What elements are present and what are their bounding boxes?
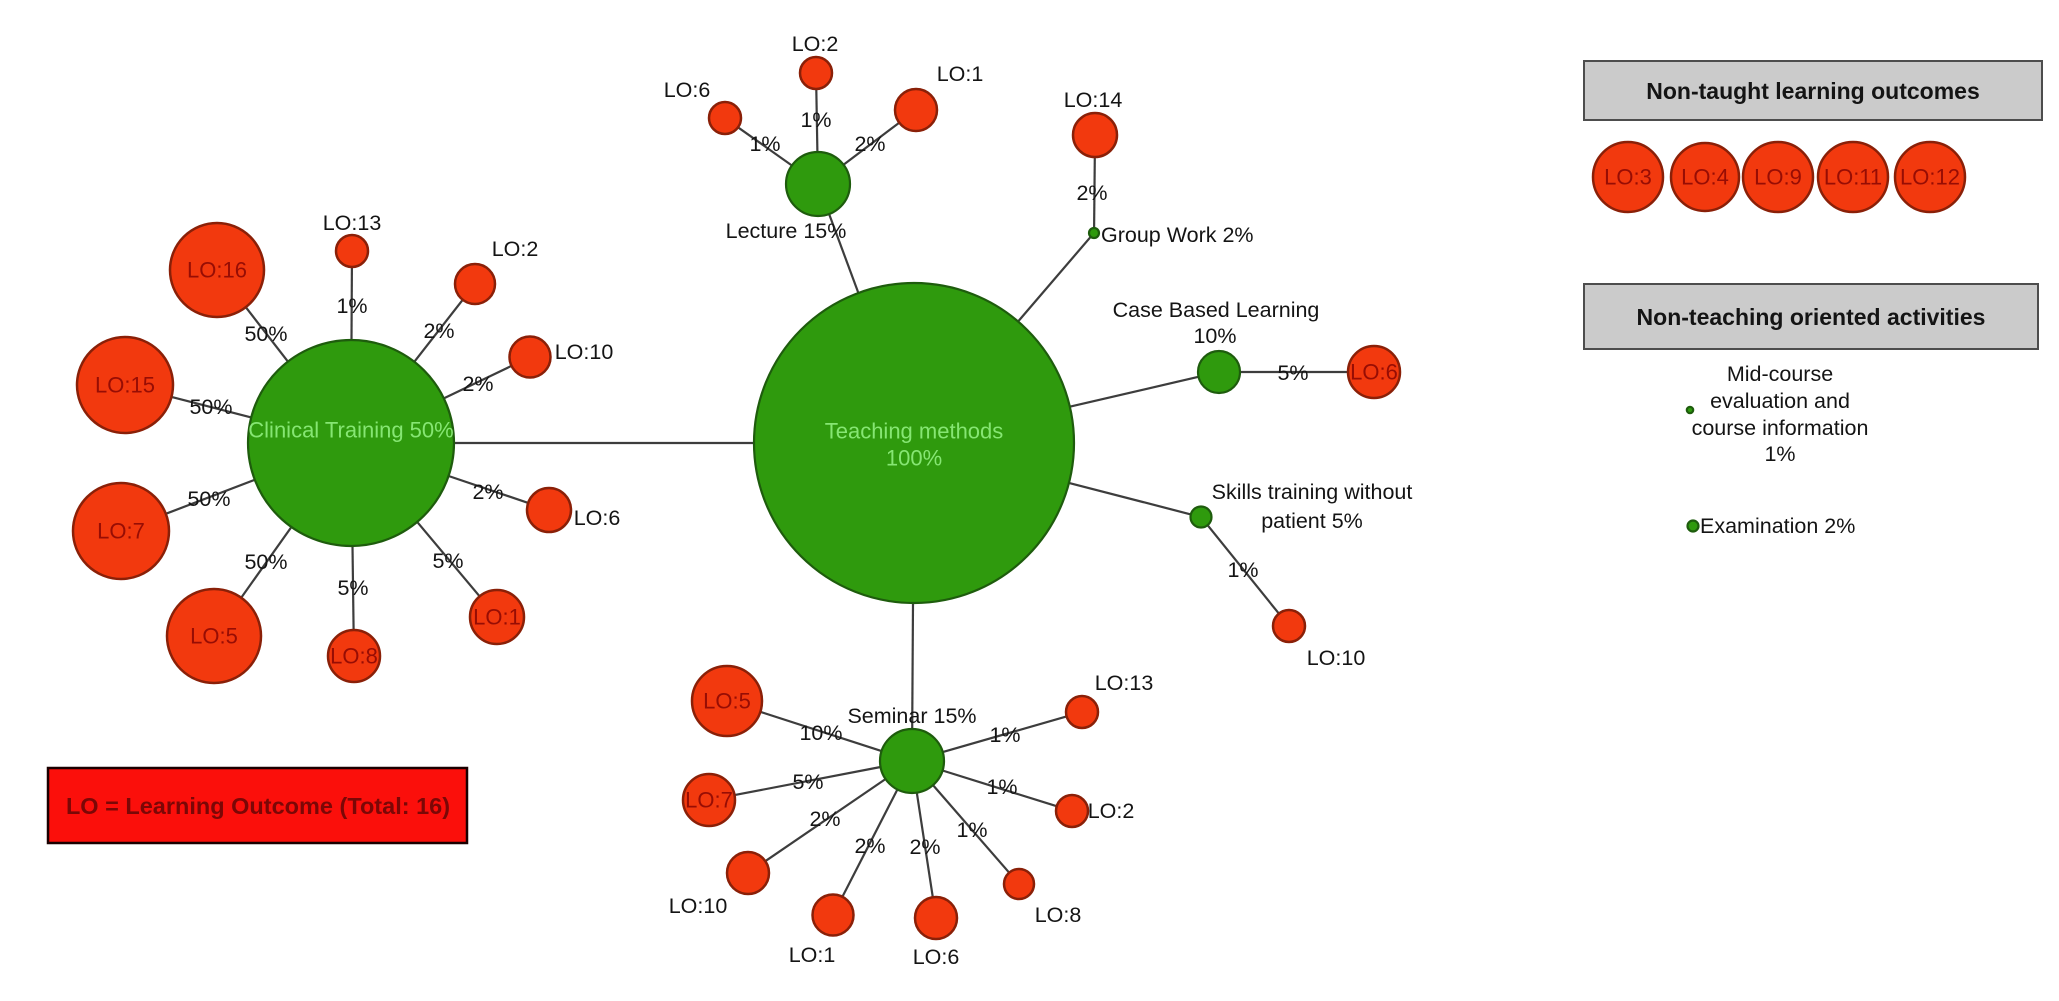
svg-text:1%: 1% [800, 108, 831, 132]
svg-text:LO:2: LO:2 [492, 237, 539, 261]
svg-text:LO:10: LO:10 [1307, 646, 1366, 670]
svg-text:Case Based Learning: Case Based Learning [1113, 298, 1320, 322]
svg-text:LO:8: LO:8 [1035, 903, 1082, 927]
svg-text:1%: 1% [1764, 442, 1795, 466]
svg-text:1%: 1% [1227, 558, 1258, 582]
svg-text:2%: 2% [472, 480, 503, 504]
svg-text:LO:7: LO:7 [97, 519, 145, 544]
svg-text:50%: 50% [187, 487, 230, 511]
svg-text:50%: 50% [244, 322, 287, 346]
svg-text:evaluation and: evaluation and [1710, 389, 1850, 413]
svg-text:LO:2: LO:2 [792, 32, 839, 56]
svg-text:LO:6: LO:6 [664, 78, 711, 102]
svg-text:Lecture 15%: Lecture 15% [726, 219, 847, 243]
svg-text:2%: 2% [809, 807, 840, 831]
svg-text:LO:15: LO:15 [95, 373, 155, 398]
svg-text:LO:4: LO:4 [1681, 165, 1729, 190]
svg-text:5%: 5% [1277, 361, 1308, 385]
svg-text:LO:2: LO:2 [1088, 799, 1135, 823]
svg-text:5%: 5% [337, 576, 368, 600]
svg-text:50%: 50% [244, 550, 287, 574]
svg-text:patient 5%: patient 5% [1261, 509, 1363, 533]
svg-text:LO:1: LO:1 [789, 943, 836, 967]
svg-text:LO:14: LO:14 [1064, 88, 1123, 112]
svg-text:1%: 1% [989, 723, 1020, 747]
svg-text:LO:11: LO:11 [1824, 165, 1882, 190]
svg-text:LO:1: LO:1 [473, 605, 521, 630]
svg-text:LO:1: LO:1 [937, 62, 984, 86]
svg-text:2%: 2% [854, 834, 885, 858]
svg-text:LO:10: LO:10 [669, 894, 728, 918]
svg-text:2%: 2% [854, 132, 885, 156]
svg-text:LO:3: LO:3 [1604, 165, 1652, 190]
svg-text:LO:7: LO:7 [685, 788, 733, 813]
svg-text:5%: 5% [432, 549, 463, 573]
svg-text:Skills training without: Skills training without [1212, 480, 1413, 504]
svg-text:1%: 1% [749, 132, 780, 156]
svg-text:1%: 1% [986, 775, 1017, 799]
svg-text:10%: 10% [799, 721, 842, 745]
svg-text:Teaching methods: Teaching methods [825, 419, 1004, 444]
svg-text:Non-taught learning outcomes: Non-taught learning outcomes [1646, 78, 1980, 104]
svg-text:2%: 2% [462, 372, 493, 396]
svg-text:LO:9: LO:9 [1754, 165, 1802, 190]
svg-text:LO:5: LO:5 [190, 624, 238, 649]
svg-text:100%: 100% [886, 446, 942, 471]
svg-text:LO:10: LO:10 [555, 340, 614, 364]
svg-text:10%: 10% [1193, 324, 1236, 348]
svg-text:course information: course information [1692, 416, 1869, 440]
svg-text:5%: 5% [792, 770, 823, 794]
svg-text:Non-teaching oriented activiti: Non-teaching oriented activities [1637, 304, 1986, 330]
svg-text:50%: 50% [189, 395, 232, 419]
svg-text:LO:13: LO:13 [323, 211, 382, 235]
svg-text:2%: 2% [423, 319, 454, 343]
svg-text:1%: 1% [336, 294, 367, 318]
svg-text:LO:12: LO:12 [1900, 165, 1960, 190]
svg-text:LO:16: LO:16 [187, 258, 247, 283]
svg-text:Group Work 2%: Group Work 2% [1101, 223, 1254, 247]
svg-text:LO = Learning Outcome (Total:: LO = Learning Outcome (Total: 16) [66, 793, 450, 819]
svg-text:LO:6: LO:6 [574, 506, 621, 530]
svg-text:2%: 2% [909, 835, 940, 859]
svg-text:LO:8: LO:8 [330, 644, 378, 669]
svg-text:Seminar 15%: Seminar 15% [847, 704, 976, 728]
svg-text:Mid-course: Mid-course [1727, 362, 1833, 386]
svg-text:LO:13: LO:13 [1095, 671, 1154, 695]
svg-text:LO:6: LO:6 [1350, 360, 1398, 385]
svg-text:LO:5: LO:5 [703, 689, 751, 714]
svg-text:1%: 1% [956, 818, 987, 842]
svg-text:2%: 2% [1076, 181, 1107, 205]
svg-text:LO:6: LO:6 [913, 945, 960, 969]
svg-text:Examination 2%: Examination 2% [1700, 514, 1855, 538]
svg-text:Clinical Training 50%: Clinical Training 50% [248, 418, 453, 443]
